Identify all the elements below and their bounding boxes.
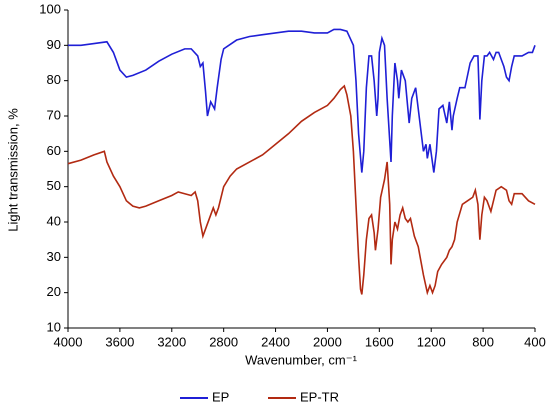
y-axis-title: Light transmission, % — [5, 108, 20, 232]
y-tick-label: 70 — [47, 107, 61, 122]
series-line — [68, 28, 536, 173]
x-tick-label: 1200 — [417, 334, 446, 349]
x-tick-label: 3600 — [105, 334, 134, 349]
x-tick-label: 2000 — [313, 334, 342, 349]
y-tick-label: 60 — [47, 143, 61, 158]
y-tick-label: 80 — [47, 72, 61, 87]
legend-label: EP — [212, 389, 229, 404]
x-tick-label: 3200 — [157, 334, 186, 349]
x-tick-label: 400 — [524, 334, 546, 349]
y-tick-label: 30 — [47, 249, 61, 264]
x-tick-label: 4000 — [54, 334, 83, 349]
y-tick-label: 90 — [47, 37, 61, 52]
y-tick-label: 40 — [47, 213, 61, 228]
y-tick-label: 100 — [39, 1, 61, 16]
x-tick-label: 1600 — [365, 334, 394, 349]
series-line — [67, 84, 536, 296]
y-tick-label: 20 — [47, 284, 61, 299]
legend-label: EP-TR — [300, 389, 339, 404]
y-tick-label: 10 — [47, 319, 61, 334]
x-tick-label: 2800 — [209, 334, 238, 349]
x-tick-label: 2400 — [261, 334, 290, 349]
y-tick-label: 50 — [47, 178, 61, 193]
x-tick-label: 800 — [472, 334, 494, 349]
x-axis-title: Wavenumber, cm⁻¹ — [245, 352, 358, 367]
